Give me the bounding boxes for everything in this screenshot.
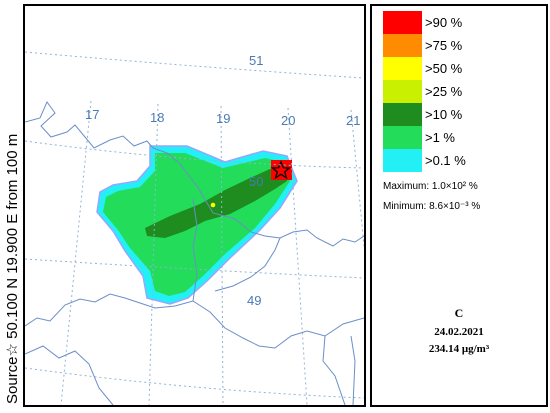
lon-label: 19 [216,111,230,126]
vertical-axis-label: Source☆ 50.100 N 19.900 E from 100 m [0,0,22,413]
legend-label: >50 % [425,61,463,76]
lat-label: 51 [249,53,263,68]
legend-swatch [383,34,422,57]
plume-layer-source [210,160,292,208]
legend-swatch [383,80,422,103]
lon-label: 20 [281,113,295,128]
lon-label: 18 [150,110,164,125]
legend-swatch [383,126,422,149]
country-borders [25,101,364,405]
legend-label: >75 % [425,38,463,53]
maximum-value: Maximum: 1.0×10² % [383,181,478,192]
coordinate-labels: 51 50 49 17 18 19 20 21 [85,53,360,308]
legend-item-90: >90 % [383,11,462,34]
legend-swatch [383,57,422,80]
legend-item-1: >1 % [383,126,455,149]
legend-label: >1 % [425,130,455,145]
legend-item-0.1: >0.1 % [383,149,466,172]
lat-label: 50 [249,174,263,189]
date-label: 24.02.2021 [434,326,484,338]
source-star-icon [270,160,292,180]
legend-item-50: >50 % [383,57,462,80]
legend-label: >90 % [425,15,463,30]
concentration-value: 234.14 μg/m³ [428,343,490,355]
legend-swatch [383,11,422,34]
lon-label: 21 [346,113,360,128]
legend-item-75: >75 % [383,34,462,57]
legend-swatch [383,149,422,172]
legend-label: >0.1 % [425,153,466,168]
minimum-value: Minimum: 8.6×10⁻³ % [383,201,481,212]
legend-label: >25 % [425,84,463,99]
dispersion-map: 51 50 49 17 18 19 20 21 [23,4,366,407]
legend-item-25: >25 % [383,80,462,103]
lat-lon-grid [25,51,364,405]
legend-panel: >90 % >75 % >50 % >25 % >10 % >1 % >0.1 … [370,4,548,407]
source-location-label: Source☆ 50.100 N 19.900 E from 100 m [4,134,21,404]
legend-label: >10 % [425,107,463,122]
legend-item-10: >10 % [383,103,462,126]
plume-layer-10 [145,168,287,238]
panel-letter: C [454,306,464,320]
lon-label: 17 [85,107,99,122]
legend-swatch [383,103,422,126]
lat-label: 49 [247,293,261,308]
